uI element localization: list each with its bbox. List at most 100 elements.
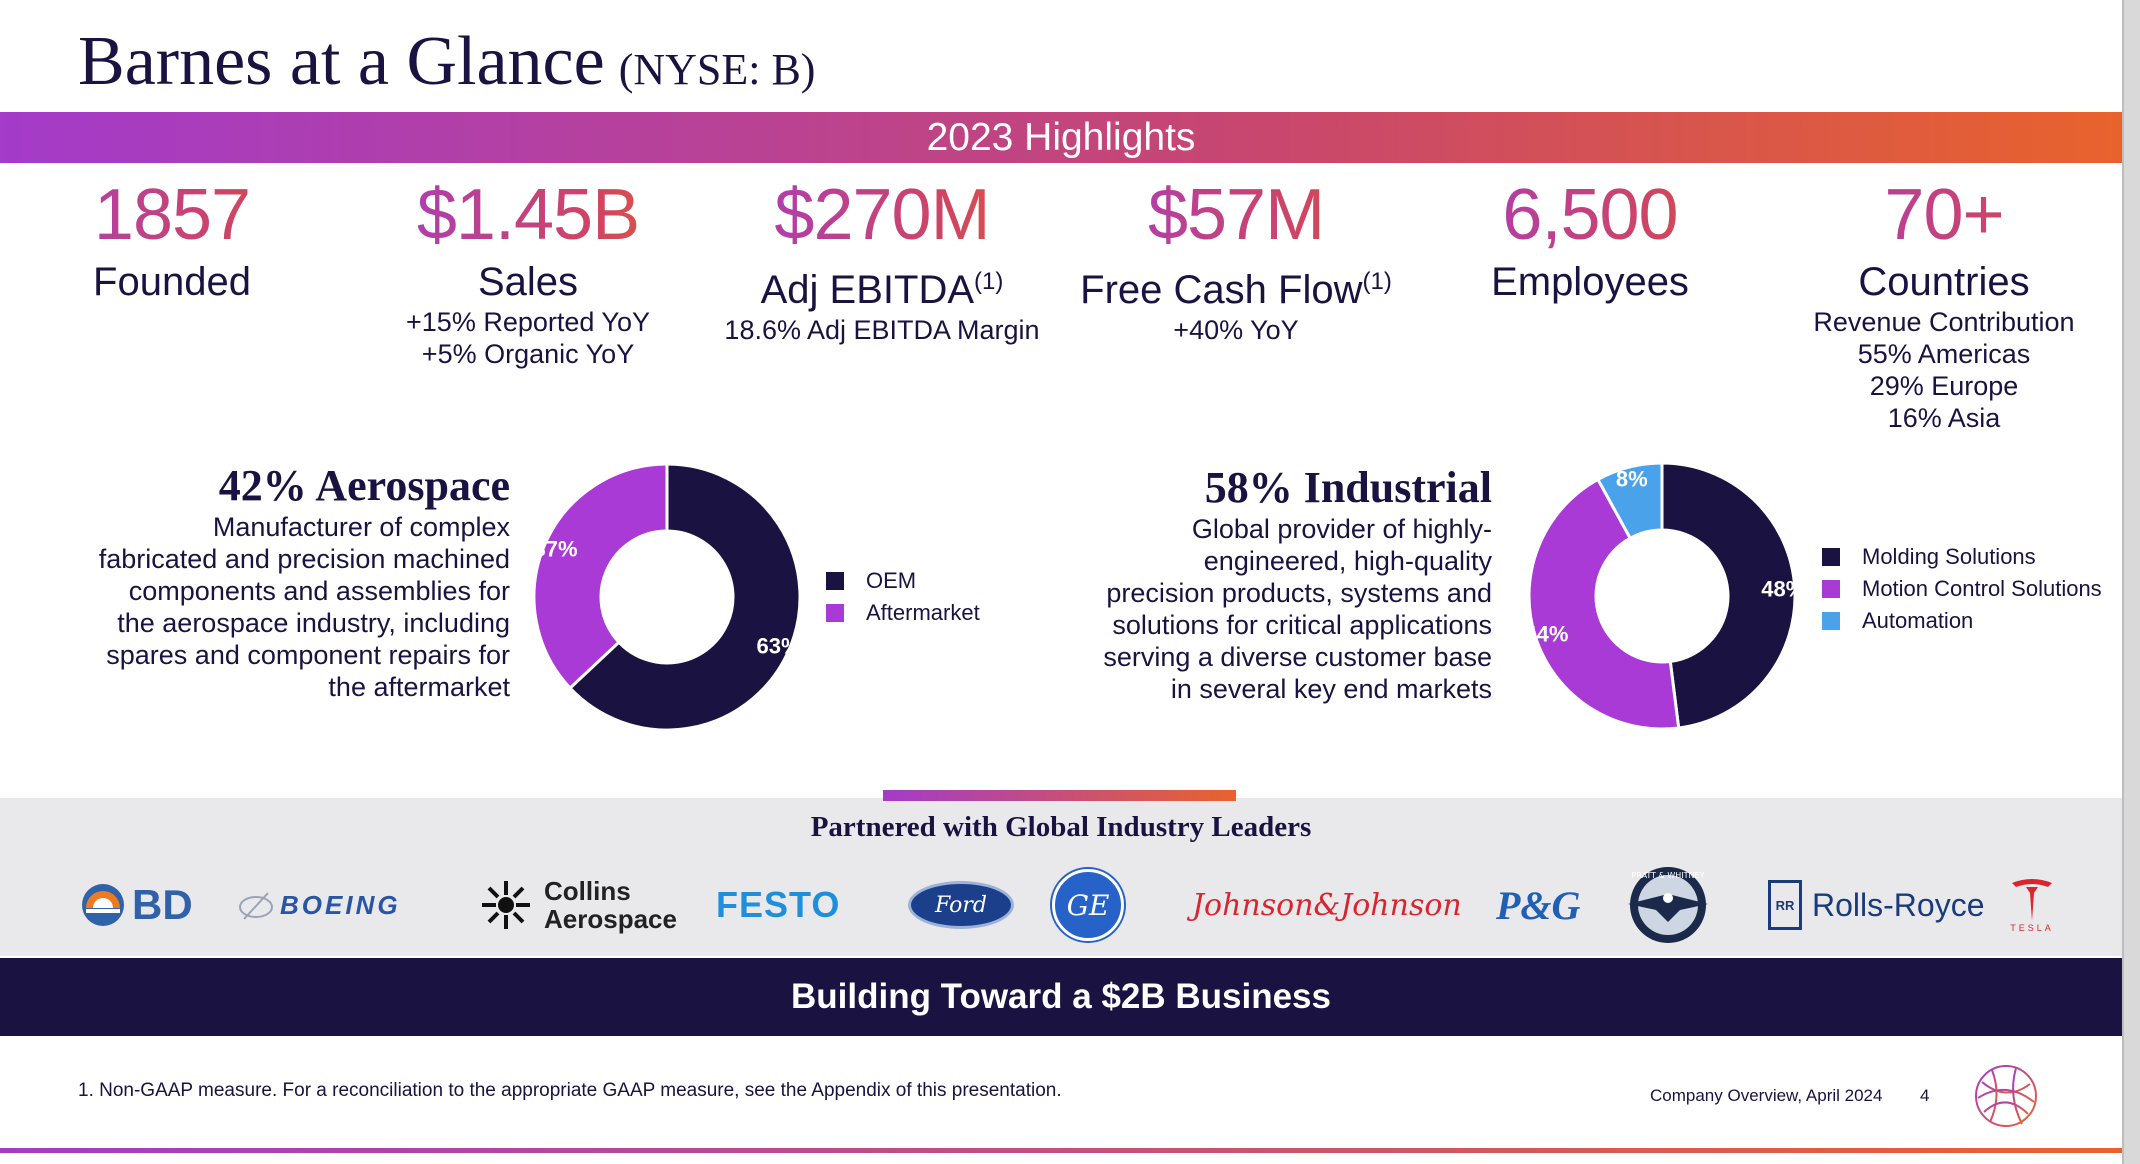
stat-sub: +40% YoY [1173,315,1299,345]
stat-value: $1.45B [348,172,708,258]
pratt-whitney-logo: PRATT & WHITNEY [1620,865,1716,945]
collins-word: Collins [544,876,631,906]
partners-accent-bar [883,790,1236,801]
footnote-ref: (1) [974,268,1004,295]
ge-text: GE [1066,888,1110,922]
legend-item: Aftermarket [826,597,980,629]
stat-label: Countries [1858,260,2030,304]
partners-title: Partnered with Global Industry Leaders [810,811,1312,843]
legend-label: Molding Solutions [1862,544,2036,569]
stat-sub: 18.6% Adj EBITDA Margin [724,315,1040,345]
stat-label: Free Cash Flow [1080,268,1363,312]
festo-logo: FESTO [716,865,840,945]
stat-founded: 1857 Founded [0,172,352,306]
stat-label: Adj EBITDA [760,268,975,312]
stat-value: 70+ [1764,172,2124,258]
aerospace-desc-line: the aerospace industry, including [117,608,510,638]
ge-circle: GE [1052,869,1124,941]
highlights-banner: 2023 Highlights [0,112,2122,163]
legend-item: Motion Control Solutions [1822,573,2102,605]
legend-label: Motion Control Solutions [1862,576,2102,601]
stat-label-wrap: Free Cash Flow(1) [1056,258,1416,314]
stat-free-cash-flow: $57M Free Cash Flow(1) +40% YoY [1056,172,1416,346]
industrial-desc-line: engineered, high-quality [1203,546,1492,576]
bd-text: BD [132,881,193,928]
boeing-symbol-icon [239,892,273,920]
ford-oval: Ford [908,881,1014,929]
stat-label: Employees [1491,260,1689,304]
pg-text: P&G [1496,882,1581,928]
stat-value: $270M [702,172,1062,258]
bottom-accent-line [0,1148,2122,1153]
stat-label: Sales [477,260,579,304]
stat-sub: 55% Americas [1857,339,2031,369]
footnote: 1. Non-GAAP measure. For a reconciliatio… [78,1080,1062,1101]
pg-logo: P&G [1496,865,1580,945]
legend-label: Aftermarket [866,600,980,625]
stat-label-wrap: Adj EBITDA(1) [702,258,1062,314]
aerospace-word: Aerospace [544,904,677,934]
page-number: 4 [1920,1086,1930,1105]
aerospace-legend: OEM Aftermarket [826,565,980,629]
industrial-desc-line: precision products, systems and [1106,578,1492,608]
aerospace-title: 42% Aerospace [218,461,510,510]
aerospace-desc-line: fabricated and precision machined [98,544,510,574]
title-text: Barnes at a Glance [78,23,605,100]
molding-solutions-slice [1660,461,1797,730]
aerospace-desc-line: the aftermarket [328,672,510,702]
bd-logo: BD [80,865,193,945]
building-banner: Building Toward a $2B Business [0,958,2122,1036]
stat-value: 1857 [0,172,352,258]
ge-logo: GE [1052,865,1124,945]
stat-sub: +5% Organic YoY [421,339,635,369]
jj-text: Johnson&Johnson [1192,887,1462,923]
rr-monogram: RR [1768,880,1802,930]
stat-ebitda: $270M Adj EBITDA(1) 18.6% Adj EBITDA Mar… [702,172,1062,346]
aerospace-section: 42% Aerospace Manufacturer of complex fa… [60,460,510,703]
ford-logo: Ford [908,865,1014,945]
industrial-desc-line: solutions for critical applications [1112,610,1492,640]
ford-text: Ford [935,892,987,918]
stat-sub: +15% Reported YoY [406,307,650,337]
legend-swatch [826,572,844,590]
boeing-logo: BOEING [236,865,401,945]
stat-sub: 16% Asia [1887,403,2001,433]
rolls-royce-text: Rolls-Royce [1812,886,1985,923]
tesla-t-icon [2012,879,2052,921]
collins-sunburst-icon [482,881,530,929]
tesla-text: TESLA [2010,923,2054,933]
industrial-title: 58% Industrial [1204,463,1492,512]
window-edge [2122,0,2140,1164]
ticker-text: (NYSE: B) [618,45,816,94]
oem-data-label: 63% [756,633,800,658]
aftermarket-slice [532,462,669,691]
aerospace-desc-line: Manufacturer of complex [212,512,510,542]
industrial-desc-line: serving a diverse customer base [1103,642,1492,672]
collins-text: Collins Aerospace [544,877,677,933]
legend-label: OEM [866,568,917,593]
legend-item: OEM [826,565,980,597]
industrial-section: 58% Industrial Global provider of highly… [1040,462,1492,705]
barnes-logo-icon [1975,1065,2037,1127]
tesla-logo: TESLA [2010,865,2054,945]
legend-swatch [826,604,844,622]
stat-sub: Revenue Contribution [1813,307,2075,337]
boeing-text: BOEING [280,889,401,920]
pratt-text: PRATT & WHITNEY [1632,871,1705,880]
bd-sunburst-icon [82,884,124,926]
rr-monogram-text: RR [1775,897,1795,913]
stat-value: $57M [1056,172,1416,258]
legend-swatch [1822,612,1840,630]
legend-item: Molding Solutions [1822,541,2102,573]
rolls-royce-logo: RR Rolls-Royce [1768,865,1984,945]
aerospace-donut-chart: 63% 37% [532,462,802,732]
industrial-desc-line: in several key end markets [1170,674,1492,704]
legend-swatch [1822,580,1840,598]
stat-sub: 29% Europe [1869,371,2019,401]
stat-sales: $1.45B Sales +15% Reported YoY +5% Organ… [348,172,708,370]
stat-employees: 6,500 Employees [1410,172,1770,306]
footer-label: Company Overview, April 2024 [1650,1086,1883,1105]
oem-slice [567,462,802,732]
johnson-johnson-logo: Johnson&Johnson [1192,865,1462,945]
aerospace-desc-line: spares and component repairs for [106,640,510,670]
